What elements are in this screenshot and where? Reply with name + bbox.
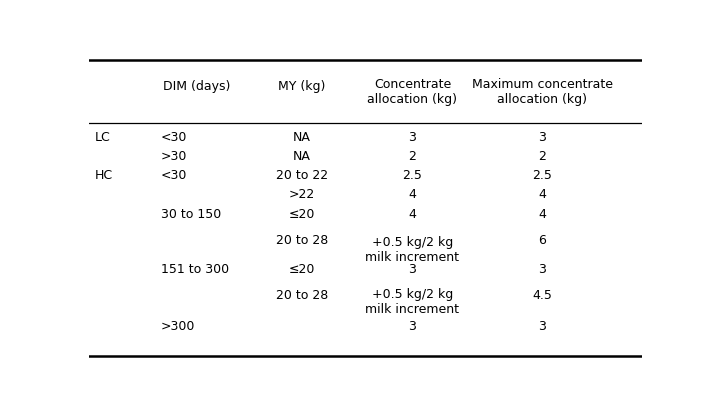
Text: 151 to 300: 151 to 300 <box>161 262 229 275</box>
Text: 20 to 22: 20 to 22 <box>276 168 328 181</box>
Text: 2: 2 <box>409 150 416 163</box>
Text: 30 to 150: 30 to 150 <box>161 207 221 220</box>
Text: 4: 4 <box>409 187 416 200</box>
Text: 3: 3 <box>409 131 416 144</box>
Text: 4: 4 <box>409 207 416 220</box>
Text: >22: >22 <box>289 187 315 200</box>
Text: MY (kg): MY (kg) <box>278 79 326 92</box>
Text: >30: >30 <box>161 150 188 163</box>
Text: +0.5 kg/2 kg
milk increment: +0.5 kg/2 kg milk increment <box>365 236 459 264</box>
Text: <30: <30 <box>161 131 188 144</box>
Text: +0.5 kg/2 kg
milk increment: +0.5 kg/2 kg milk increment <box>365 287 459 315</box>
Text: 20 to 28: 20 to 28 <box>276 288 328 301</box>
Text: 3: 3 <box>409 262 416 275</box>
Text: 4: 4 <box>538 207 546 220</box>
Text: 20 to 28: 20 to 28 <box>276 234 328 247</box>
Text: 2.5: 2.5 <box>402 168 422 181</box>
Text: 6: 6 <box>538 234 546 247</box>
Text: 3: 3 <box>409 320 416 333</box>
Text: ≤20: ≤20 <box>289 207 315 220</box>
Text: HC: HC <box>95 168 113 181</box>
Text: 4: 4 <box>538 187 546 200</box>
Text: Maximum concentrate
allocation (kg): Maximum concentrate allocation (kg) <box>472 78 612 106</box>
Text: 2.5: 2.5 <box>533 168 552 181</box>
Text: LC: LC <box>95 131 111 144</box>
Text: <30: <30 <box>161 168 188 181</box>
Text: ≤20: ≤20 <box>289 262 315 275</box>
Text: 3: 3 <box>538 320 546 333</box>
Text: 4.5: 4.5 <box>533 288 552 301</box>
Text: 3: 3 <box>538 262 546 275</box>
Text: NA: NA <box>293 150 311 163</box>
Text: Concentrate
allocation (kg): Concentrate allocation (kg) <box>367 78 457 106</box>
Text: >300: >300 <box>161 320 195 333</box>
Text: 2: 2 <box>538 150 546 163</box>
Text: DIM (days): DIM (days) <box>163 79 230 92</box>
Text: 3: 3 <box>538 131 546 144</box>
Text: NA: NA <box>293 131 311 144</box>
